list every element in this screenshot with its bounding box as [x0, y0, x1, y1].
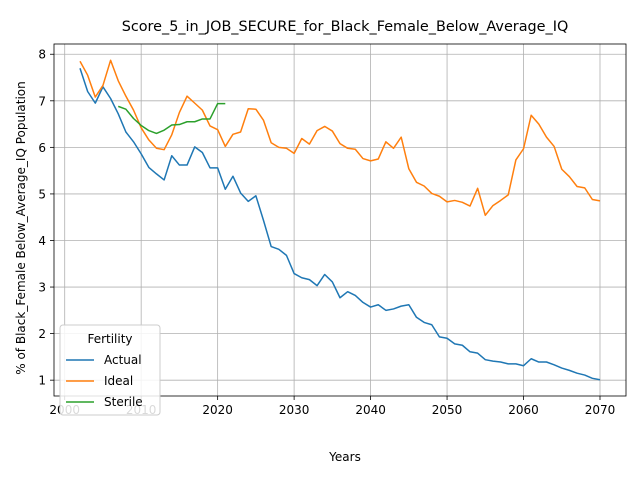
chart-title: Score_5_in_JOB_SECURE_for_Black_Female_B…	[122, 19, 569, 35]
y-tick-label: 8	[38, 48, 46, 62]
y-axis-label: % of Black_Female Below_Average_IQ Popul…	[14, 81, 28, 375]
legend-title: Fertility	[87, 332, 132, 346]
y-tick-label: 1	[38, 374, 46, 388]
y-tick-label: 7	[38, 94, 46, 108]
legend: Fertility Actual Ideal Sterile	[60, 325, 160, 415]
x-tick-label: 2050	[432, 403, 463, 417]
x-axis-label: Years	[328, 450, 361, 464]
x-tick-label: 2020	[202, 403, 233, 417]
y-tick-label: 4	[38, 234, 46, 248]
legend-label-sterile: Sterile	[104, 395, 143, 409]
y-tick-label: 2	[38, 327, 46, 341]
legend-label-ideal: Ideal	[104, 374, 133, 388]
y-tick-label: 6	[38, 141, 46, 155]
x-tick-label: 2030	[279, 403, 310, 417]
y-tick-label: 3	[38, 281, 46, 295]
legend-label-actual: Actual	[104, 353, 142, 367]
x-tick-label: 2060	[508, 403, 539, 417]
x-tick-label: 2040	[355, 403, 386, 417]
y-tick-label: 5	[38, 187, 46, 201]
x-tick-label: 2070	[585, 403, 616, 417]
